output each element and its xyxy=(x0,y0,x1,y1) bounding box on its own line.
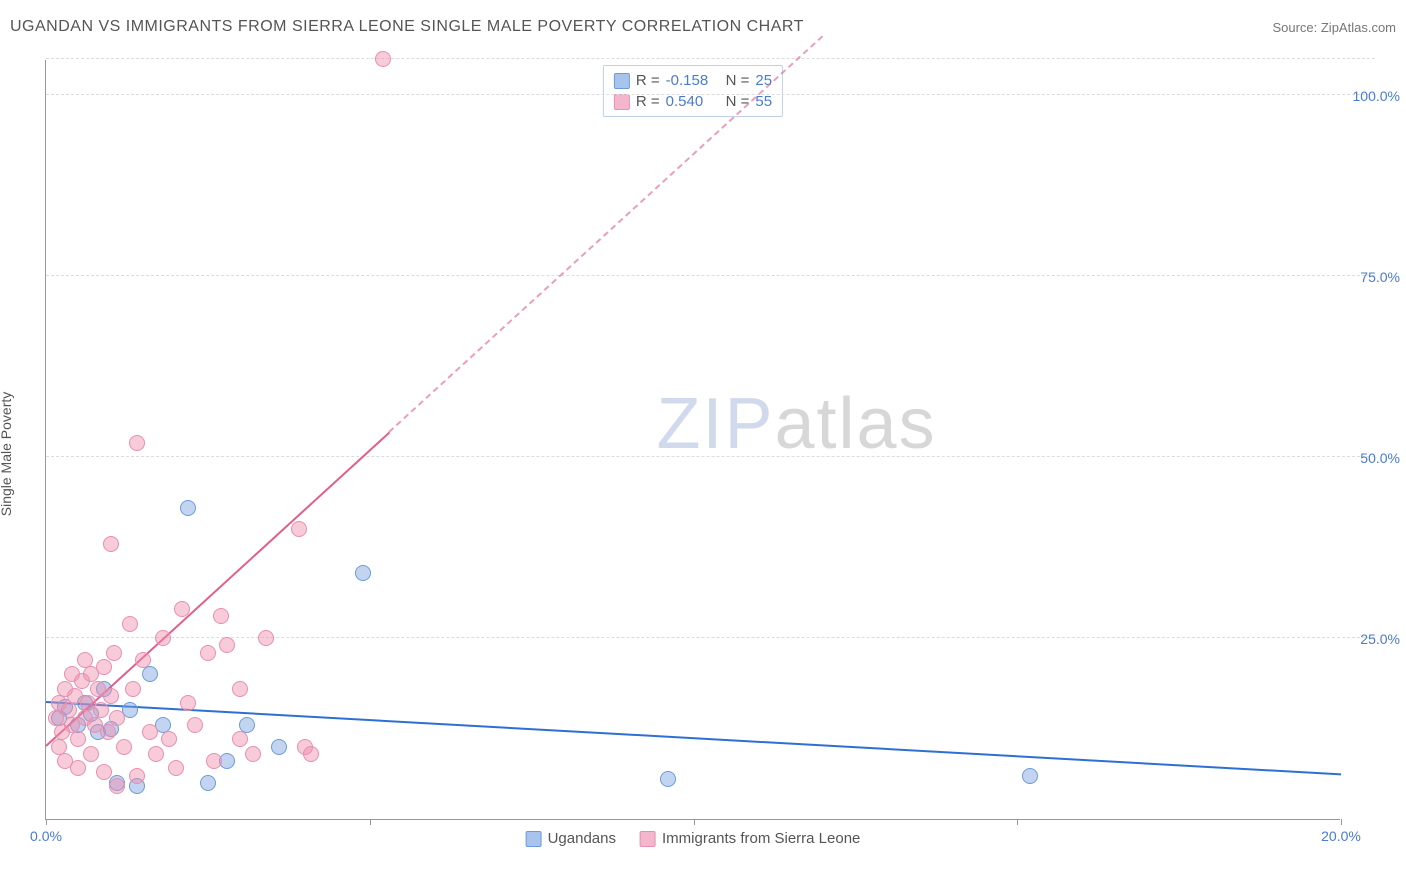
data-point-sierra_leone xyxy=(96,659,112,675)
swatch-sierra_leone xyxy=(614,94,630,110)
chart-title: UGANDAN VS IMMIGRANTS FROM SIERRA LEONE … xyxy=(10,18,804,36)
data-point-sierra_leone xyxy=(125,681,141,697)
data-point-sierra_leone xyxy=(232,731,248,747)
data-point-sierra_leone xyxy=(375,51,391,67)
data-point-sierra_leone xyxy=(155,630,171,646)
data-point-sierra_leone xyxy=(103,536,119,552)
trend-line-sierra_leone xyxy=(45,432,390,747)
data-point-sierra_leone xyxy=(232,681,248,697)
r-value-sierra_leone: 0.540 xyxy=(666,93,714,110)
y-tick-label: 25.0% xyxy=(1360,631,1400,647)
data-point-sierra_leone xyxy=(206,753,222,769)
data-point-ugandans xyxy=(355,565,371,581)
x-tick xyxy=(370,819,371,825)
stats-row-ugandans: R = -0.158 N = 25 xyxy=(614,70,772,91)
legend-item-sierra_leone: Immigrants from Sierra Leone xyxy=(640,830,860,847)
data-point-sierra_leone xyxy=(303,746,319,762)
data-point-sierra_leone xyxy=(187,717,203,733)
y-axis-label: Single Male Poverty xyxy=(0,392,14,517)
data-point-sierra_leone xyxy=(106,645,122,661)
data-point-sierra_leone xyxy=(168,760,184,776)
y-tick-label: 50.0% xyxy=(1360,450,1400,466)
data-point-sierra_leone xyxy=(174,601,190,617)
data-point-sierra_leone xyxy=(291,521,307,537)
swatch-ugandans xyxy=(614,73,630,89)
grid-line xyxy=(46,275,1375,276)
data-point-sierra_leone xyxy=(245,746,261,762)
scatter-plot-area: ZIPatlas R =-0.158N =25R =0.540N =55 25.… xyxy=(45,60,1340,820)
data-point-ugandans xyxy=(142,666,158,682)
data-point-ugandans xyxy=(180,500,196,516)
x-tick xyxy=(1341,819,1342,825)
grid-line xyxy=(46,456,1375,457)
swatch-sierra_leone xyxy=(640,831,656,847)
data-point-sierra_leone xyxy=(161,731,177,747)
x-tick-label: 20.0% xyxy=(1321,828,1361,844)
data-point-ugandans xyxy=(200,775,216,791)
data-point-sierra_leone xyxy=(180,695,196,711)
data-point-ugandans xyxy=(1022,768,1038,784)
data-point-sierra_leone xyxy=(77,652,93,668)
data-point-sierra_leone xyxy=(258,630,274,646)
data-point-sierra_leone xyxy=(213,608,229,624)
data-point-sierra_leone xyxy=(103,688,119,704)
data-point-ugandans xyxy=(660,771,676,787)
r-value-ugandans: -0.158 xyxy=(666,72,714,89)
source-label: Source: ZipAtlas.com xyxy=(1272,20,1396,35)
watermark: ZIPatlas xyxy=(656,383,936,465)
grid-line xyxy=(46,637,1375,638)
n-value-ugandans: 25 xyxy=(755,72,772,89)
x-tick-label: 0.0% xyxy=(30,828,62,844)
data-point-sierra_leone xyxy=(142,724,158,740)
data-point-sierra_leone xyxy=(129,435,145,451)
data-point-sierra_leone xyxy=(64,666,80,682)
data-point-sierra_leone xyxy=(83,746,99,762)
legend-label-ugandans: Ugandans xyxy=(548,830,616,847)
data-point-sierra_leone xyxy=(148,746,164,762)
grid-line xyxy=(46,58,1375,59)
n-label: N = xyxy=(726,72,750,89)
r-label: R = xyxy=(636,72,660,89)
legend-item-ugandans: Ugandans xyxy=(526,830,616,847)
data-point-sierra_leone xyxy=(129,768,145,784)
data-point-sierra_leone xyxy=(109,778,125,794)
correlation-stats-box: R =-0.158N =25R =0.540N =55 xyxy=(603,65,783,117)
data-point-sierra_leone xyxy=(135,652,151,668)
y-tick-label: 75.0% xyxy=(1360,269,1400,285)
data-point-sierra_leone xyxy=(61,702,77,718)
data-point-sierra_leone xyxy=(100,724,116,740)
data-point-sierra_leone xyxy=(93,702,109,718)
data-point-sierra_leone xyxy=(70,760,86,776)
y-tick-label: 100.0% xyxy=(1353,88,1400,104)
data-point-sierra_leone xyxy=(70,731,86,747)
x-tick xyxy=(694,819,695,825)
swatch-ugandans xyxy=(526,831,542,847)
x-tick xyxy=(1017,819,1018,825)
data-point-sierra_leone xyxy=(116,739,132,755)
data-point-sierra_leone xyxy=(122,616,138,632)
data-point-sierra_leone xyxy=(219,637,235,653)
data-point-sierra_leone xyxy=(96,764,112,780)
data-point-ugandans xyxy=(271,739,287,755)
x-tick xyxy=(46,819,47,825)
data-point-sierra_leone xyxy=(109,710,125,726)
legend-label-sierra_leone: Immigrants from Sierra Leone xyxy=(662,830,860,847)
r-label: R = xyxy=(636,93,660,110)
data-point-sierra_leone xyxy=(200,645,216,661)
data-point-sierra_leone xyxy=(51,739,67,755)
grid-line xyxy=(46,94,1375,95)
bottom-legend: Ugandans Immigrants from Sierra Leone xyxy=(526,830,861,847)
